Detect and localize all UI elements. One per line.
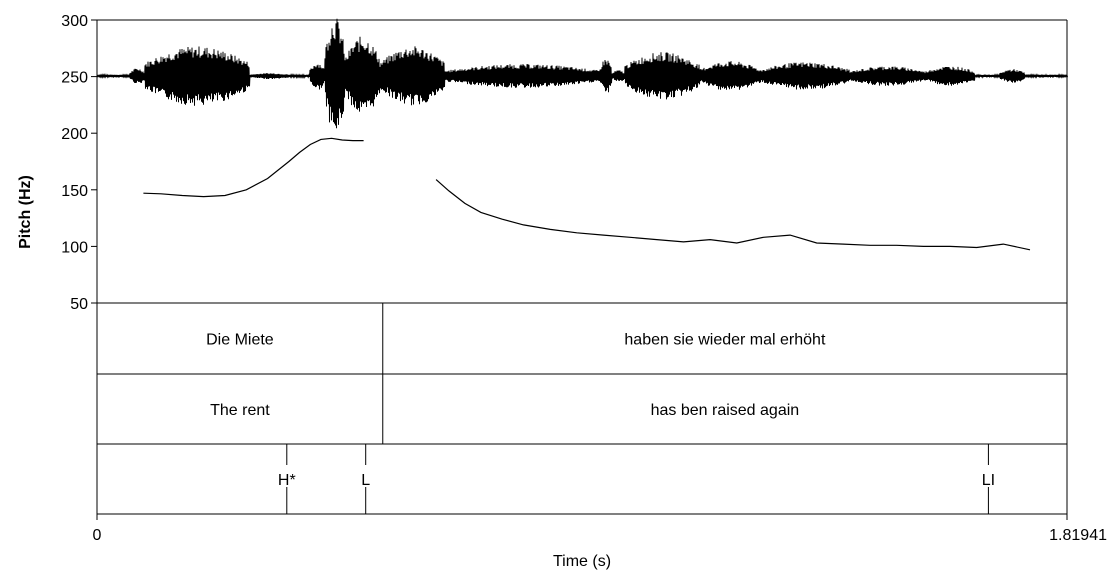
y-axis-label: Pitch (Hz) (17, 175, 34, 249)
y-tick-label: 300 (61, 13, 88, 30)
tier-interval-label: Die Miete (206, 332, 274, 349)
tone-point-label: L (361, 472, 370, 489)
x-tick-label: 1.81941 (1049, 527, 1107, 544)
x-axis-label: Time (s) (553, 553, 611, 570)
pitch-contours (143, 137, 1031, 251)
tier-interval-label: The rent (210, 402, 270, 419)
y-tick-label: 250 (61, 70, 88, 87)
annotation-tiers: Die Miete haben sie wieder mal erhöht The … (206, 303, 995, 514)
plot-frame (96, 19, 1068, 515)
y-tick-label: 150 (61, 183, 88, 200)
x-axis: 0 1.81941 (93, 514, 1107, 544)
y-tick-label: 200 (61, 126, 88, 143)
y-tick-label: 50 (70, 296, 88, 313)
tier-interval-label: haben sie wieder mal erhöht (624, 332, 826, 349)
tier-interval-label: has ben raised again (651, 402, 800, 419)
pitch-contour-1 (143, 137, 364, 198)
y-axis: 50 100 150 200 250 300 (61, 13, 97, 313)
tone-point-label: H* (278, 472, 296, 489)
tone-point-label: LI (982, 472, 995, 489)
x-tick-label: 0 (93, 527, 102, 544)
waveform (96, 18, 1068, 129)
y-tick-label: 100 (61, 239, 88, 256)
pitch-contour-2 (435, 179, 1031, 251)
